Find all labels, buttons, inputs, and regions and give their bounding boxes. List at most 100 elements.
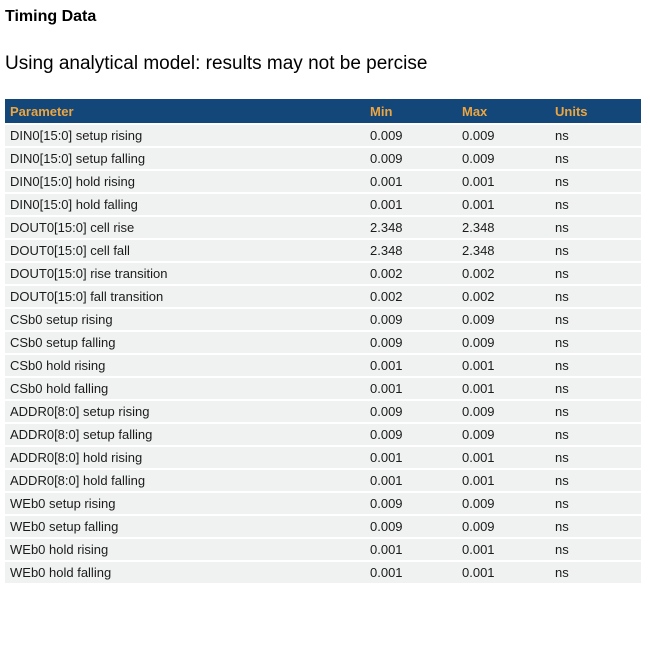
max-cell: 2.348 — [457, 217, 550, 240]
units-cell: ns — [550, 148, 641, 171]
units-cell: ns — [550, 424, 641, 447]
min-cell: 0.001 — [365, 539, 457, 562]
min-cell: 0.009 — [365, 493, 457, 516]
parameter-cell: CSb0 setup rising — [5, 309, 365, 332]
units-cell: ns — [550, 355, 641, 378]
min-cell: 2.348 — [365, 217, 457, 240]
parameter-cell: WEb0 setup rising — [5, 493, 365, 516]
parameter-cell: ADDR0[8:0] setup rising — [5, 401, 365, 424]
table-row: DOUT0[15:0] cell rise 2.348 2.348 ns — [5, 217, 641, 240]
min-cell: 0.001 — [365, 447, 457, 470]
units-cell: ns — [550, 263, 641, 286]
max-cell: 0.009 — [457, 516, 550, 539]
table-row: CSb0 hold falling 0.001 0.001 ns — [5, 378, 641, 401]
max-cell: 0.009 — [457, 401, 550, 424]
units-cell: ns — [550, 378, 641, 401]
table-row: ADDR0[8:0] setup falling 0.009 0.009 ns — [5, 424, 641, 447]
units-cell: ns — [550, 447, 641, 470]
parameter-cell: CSb0 setup falling — [5, 332, 365, 355]
table-row: DIN0[15:0] hold rising 0.001 0.001 ns — [5, 171, 641, 194]
units-cell: ns — [550, 539, 641, 562]
parameter-cell: WEb0 hold falling — [5, 562, 365, 585]
column-header-max: Max — [457, 99, 550, 125]
table-row: DIN0[15:0] hold falling 0.001 0.001 ns — [5, 194, 641, 217]
max-cell: 0.009 — [457, 332, 550, 355]
min-cell: 0.009 — [365, 516, 457, 539]
max-cell: 0.001 — [457, 194, 550, 217]
max-cell: 0.001 — [457, 470, 550, 493]
max-cell: 0.001 — [457, 562, 550, 585]
table-row: WEb0 setup rising 0.009 0.009 ns — [5, 493, 641, 516]
units-cell: ns — [550, 217, 641, 240]
parameter-cell: ADDR0[8:0] hold falling — [5, 470, 365, 493]
min-cell: 0.002 — [365, 263, 457, 286]
min-cell: 2.348 — [365, 240, 457, 263]
min-cell: 0.009 — [365, 424, 457, 447]
table-row: DIN0[15:0] setup falling 0.009 0.009 ns — [5, 148, 641, 171]
max-cell: 0.001 — [457, 355, 550, 378]
parameter-cell: DOUT0[15:0] fall transition — [5, 286, 365, 309]
column-header-parameter: Parameter — [5, 99, 365, 125]
parameter-cell: DIN0[15:0] setup rising — [5, 125, 365, 148]
units-cell: ns — [550, 401, 641, 424]
units-cell: ns — [550, 562, 641, 585]
table-row: ADDR0[8:0] setup rising 0.009 0.009 ns — [5, 401, 641, 424]
min-cell: 0.002 — [365, 286, 457, 309]
parameter-cell: DIN0[15:0] hold falling — [5, 194, 365, 217]
units-cell: ns — [550, 516, 641, 539]
min-cell: 0.001 — [365, 470, 457, 493]
max-cell: 0.001 — [457, 447, 550, 470]
parameter-cell: WEb0 hold rising — [5, 539, 365, 562]
table-row: CSb0 setup falling 0.009 0.009 ns — [5, 332, 641, 355]
parameter-cell: ADDR0[8:0] hold rising — [5, 447, 365, 470]
table-row: ADDR0[8:0] hold falling 0.001 0.001 ns — [5, 470, 641, 493]
parameter-cell: DIN0[15:0] hold rising — [5, 171, 365, 194]
table-row: WEb0 hold falling 0.001 0.001 ns — [5, 562, 641, 585]
table-row: CSb0 setup rising 0.009 0.009 ns — [5, 309, 641, 332]
max-cell: 0.009 — [457, 424, 550, 447]
parameter-cell: ADDR0[8:0] setup falling — [5, 424, 365, 447]
table-row: CSb0 hold rising 0.001 0.001 ns — [5, 355, 641, 378]
column-header-min: Min — [365, 99, 457, 125]
table-row: DIN0[15:0] setup rising 0.009 0.009 ns — [5, 125, 641, 148]
max-cell: 0.001 — [457, 378, 550, 401]
min-cell: 0.001 — [365, 171, 457, 194]
table-header-row: Parameter Min Max Units — [5, 99, 641, 125]
min-cell: 0.009 — [365, 401, 457, 424]
timing-report-page: Timing Data Using analytical model: resu… — [5, 8, 641, 585]
units-cell: ns — [550, 125, 641, 148]
min-cell: 0.001 — [365, 562, 457, 585]
max-cell: 0.002 — [457, 263, 550, 286]
column-header-units: Units — [550, 99, 641, 125]
min-cell: 0.009 — [365, 332, 457, 355]
analytical-model-note: Using analytical model: results may not … — [5, 53, 428, 74]
min-cell: 0.001 — [365, 378, 457, 401]
units-cell: ns — [550, 493, 641, 516]
units-cell: ns — [550, 470, 641, 493]
min-cell: 0.009 — [365, 125, 457, 148]
table-row: WEb0 setup falling 0.009 0.009 ns — [5, 516, 641, 539]
min-cell: 0.001 — [365, 194, 457, 217]
units-cell: ns — [550, 171, 641, 194]
max-cell: 0.009 — [457, 148, 550, 171]
parameter-cell: CSb0 hold falling — [5, 378, 365, 401]
max-cell: 0.002 — [457, 286, 550, 309]
max-cell: 0.009 — [457, 309, 550, 332]
max-cell: 0.009 — [457, 125, 550, 148]
table-row: DOUT0[15:0] fall transition 0.002 0.002 ns — [5, 286, 641, 309]
parameter-cell: DIN0[15:0] setup falling — [5, 148, 365, 171]
min-cell: 0.001 — [365, 355, 457, 378]
table-row: WEb0 hold rising 0.001 0.001 ns — [5, 539, 641, 562]
max-cell: 0.001 — [457, 539, 550, 562]
units-cell: ns — [550, 332, 641, 355]
max-cell: 2.348 — [457, 240, 550, 263]
table-row: DOUT0[15:0] cell fall 2.348 2.348 ns — [5, 240, 641, 263]
min-cell: 0.009 — [365, 148, 457, 171]
table-row: DOUT0[15:0] rise transition 0.002 0.002 ns — [5, 263, 641, 286]
max-cell: 0.001 — [457, 171, 550, 194]
units-cell: ns — [550, 240, 641, 263]
units-cell: ns — [550, 194, 641, 217]
page-title: Timing Data — [5, 8, 97, 25]
min-cell: 0.009 — [365, 309, 457, 332]
units-cell: ns — [550, 309, 641, 332]
